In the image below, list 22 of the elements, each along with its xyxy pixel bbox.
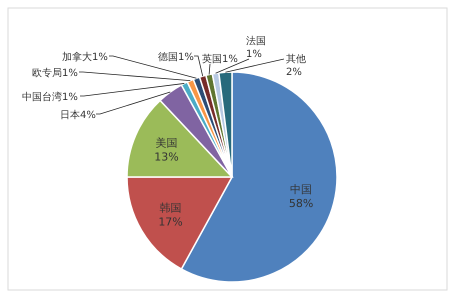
slice-label: 其他 [286, 53, 306, 65]
data-label: 17% [158, 215, 183, 228]
slice-label: 韩国 [160, 201, 182, 214]
data-label: 1% [92, 52, 108, 63]
data-label: 1% [222, 54, 238, 65]
slice-label: 美国 [155, 136, 178, 150]
data-label: 13% [154, 150, 179, 164]
data-label: 58% [288, 196, 314, 210]
data-label: 1% [62, 92, 78, 103]
slice-label: 德国 [158, 52, 178, 63]
slice-label: 中国台湾 [22, 91, 62, 103]
data-label: 1% [246, 49, 262, 60]
slice-label: 中国 [290, 182, 312, 196]
slice-label: 欧专局 [32, 67, 62, 79]
slice-label: 日本 [60, 109, 80, 121]
slice-label: 英国 [202, 53, 222, 65]
data-label: 1% [62, 68, 78, 79]
data-label: 1% [178, 52, 194, 63]
data-label: 2% [286, 67, 302, 78]
slice-label: 法国 [246, 35, 266, 47]
data-label: 4% [80, 110, 96, 121]
slice-label: 加拿大 [62, 51, 92, 63]
